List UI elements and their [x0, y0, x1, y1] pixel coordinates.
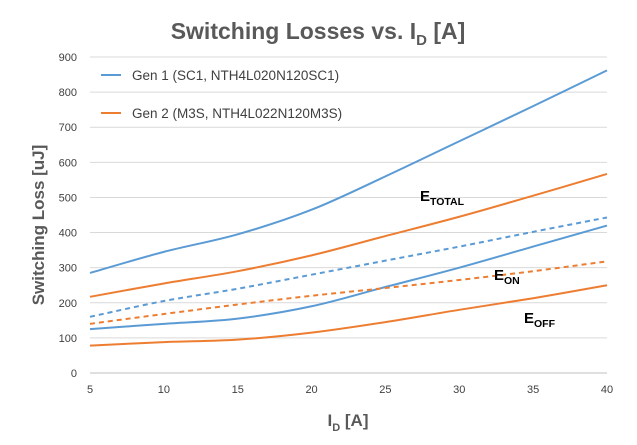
- x-axis-label: ID [A]: [327, 411, 368, 434]
- series-line-gen1-eon: [89, 216, 608, 318]
- x-tick-label-30: 30: [453, 384, 465, 396]
- x-axis-label-main: I: [327, 411, 332, 430]
- chart-title-subscript: D: [416, 32, 427, 49]
- y-tick-label-700: 700: [59, 122, 77, 134]
- series-line-gen1-etotal: [89, 69, 608, 274]
- annotation-etotal-subscript: TOTAL: [430, 196, 465, 208]
- annotation-etotal-main: E: [420, 188, 430, 205]
- x-axis-label-subscript: D: [332, 422, 340, 434]
- annotation-eon-main: E: [494, 267, 504, 284]
- axes: 0 100 200 300 400 500 600 700 800 900 5 10 15 20 25 30 3…: [59, 52, 613, 396]
- y-tick-label-400: 400: [59, 228, 77, 240]
- chart-title: Switching Losses vs. ID [A]: [171, 18, 466, 49]
- legend-label-gen2: Gen 2 (M3S, NTH4L022N120M3S): [132, 106, 342, 121]
- y-tick-label-800: 800: [59, 87, 77, 99]
- annotation-etotal: ETOTAL: [420, 188, 465, 208]
- x-tick-label-20: 20: [305, 384, 317, 396]
- chart-title-suffix: [A]: [427, 18, 465, 44]
- annotation-eon-subscript: ON: [504, 275, 520, 287]
- x-tick-label-40: 40: [601, 384, 613, 396]
- y-tick-label-900: 900: [59, 52, 77, 64]
- y-axis-label: Switching Loss [uJ]: [29, 145, 48, 306]
- chart-title-main: Switching Losses vs. I: [171, 18, 416, 44]
- x-tick-label-35: 35: [527, 384, 539, 396]
- y-tick-label-600: 600: [59, 157, 77, 169]
- x-tick-label-5: 5: [87, 384, 93, 396]
- x-tick-label-10: 10: [158, 384, 170, 396]
- gridlines: [90, 56, 607, 374]
- series-line-gen1-eoff: [89, 224, 608, 331]
- y-tick-label-0: 0: [71, 368, 77, 380]
- x-axis-label-suffix: [A]: [340, 411, 368, 430]
- x-tick-label-25: 25: [379, 384, 391, 396]
- annotation-eon: EON: [494, 267, 520, 287]
- series-line-gen2-eon: [89, 260, 608, 325]
- x-tick-label-15: 15: [232, 384, 244, 396]
- legend: Gen 1 (SC1, NTH4L020N120SC1) Gen 2 (M3S,…: [101, 68, 342, 121]
- data-series: [89, 69, 608, 347]
- y-tick-label-100: 100: [59, 333, 77, 345]
- y-tick-label-200: 200: [59, 298, 77, 310]
- annotation-eoff-main: E: [524, 310, 534, 327]
- legend-label-gen1: Gen 1 (SC1, NTH4L020N120SC1): [132, 68, 339, 83]
- y-tick-label-300: 300: [59, 263, 77, 275]
- annotation-eoff: EOFF: [524, 310, 556, 330]
- series-line-gen2-etotal: [89, 172, 608, 298]
- series-line-gen2-eoff: [89, 284, 608, 347]
- annotation-eoff-subscript: OFF: [534, 318, 556, 330]
- y-tick-label-500: 500: [59, 192, 77, 204]
